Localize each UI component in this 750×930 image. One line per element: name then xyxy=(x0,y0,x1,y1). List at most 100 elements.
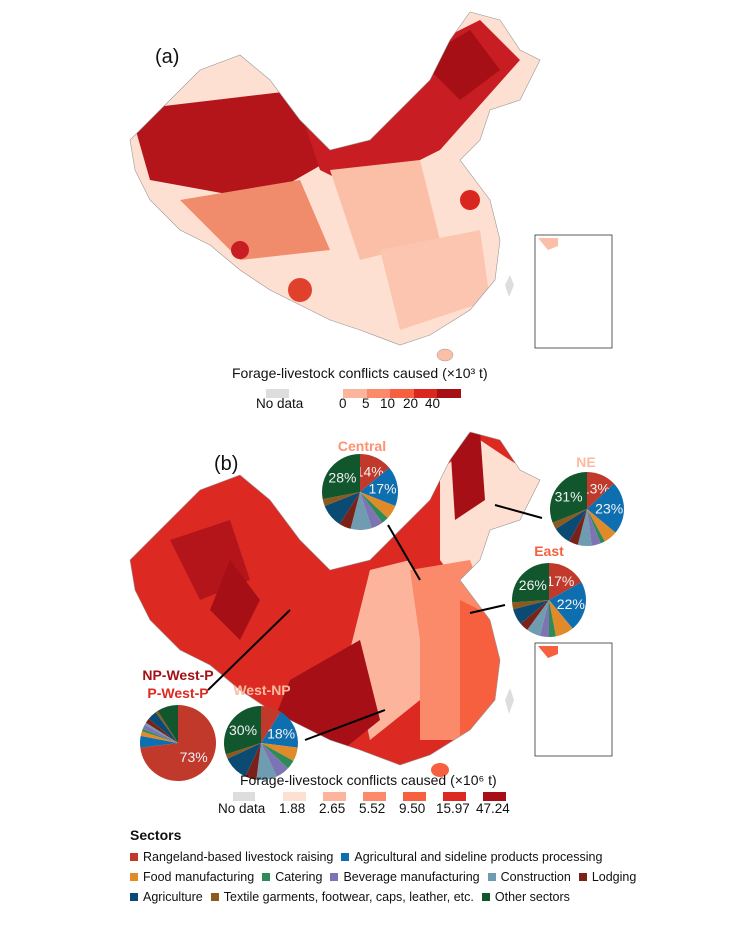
pie-slice xyxy=(549,600,556,637)
pie-slice xyxy=(360,492,388,523)
pie-slice xyxy=(520,600,549,630)
pie-central: 14%17% 28% xyxy=(322,454,398,530)
pie-slice-label: 22% xyxy=(557,596,585,612)
pie-slice xyxy=(587,509,605,544)
sector-legend-item: Textile garments, footwear, caps, leathe… xyxy=(210,890,474,904)
arrow-np-west-p xyxy=(207,609,291,691)
pie-slice xyxy=(261,711,299,748)
pie-slice-label: 26% xyxy=(519,577,547,593)
pie-slice xyxy=(550,472,587,523)
pie-title-west-np: West-NP xyxy=(233,682,291,698)
pie-slice xyxy=(360,492,396,519)
arrow-west-np xyxy=(304,709,386,741)
sector-swatch xyxy=(487,873,496,881)
pie-slice xyxy=(555,509,587,542)
pie-slice xyxy=(142,724,178,743)
pie-charts: 14%17%28%13%23%31%17%22%26%18%30%73% xyxy=(140,454,624,781)
panel-b-label: (b) xyxy=(214,453,239,475)
pie-slice xyxy=(155,710,178,743)
pie-slice xyxy=(360,492,383,529)
arrows xyxy=(207,504,543,741)
pie-slice xyxy=(245,743,261,780)
pie-slice xyxy=(539,600,549,637)
sector-legend-item: Agricultural and sideline products proce… xyxy=(341,850,602,864)
pie-slice-label: 28% xyxy=(328,469,356,485)
pie-slice-label: 17% xyxy=(369,480,397,496)
legend-b-swatch xyxy=(323,792,346,801)
sector-label: Other sectors xyxy=(494,890,570,904)
legend-a-color-step xyxy=(413,389,437,398)
sector-swatch xyxy=(130,873,138,881)
sectors-legend-title: Sectors xyxy=(130,827,182,843)
pie-west-np: 18% 30% xyxy=(224,706,299,780)
legend-a-tick: 0 xyxy=(339,396,347,411)
legend-b-class-label: 15.97 xyxy=(436,801,470,816)
legend-b-swatch xyxy=(443,792,466,801)
legend-b-class-label: 2.65 xyxy=(319,801,346,816)
legend-b-class-label: 9.50 xyxy=(399,801,426,816)
sector-label: Textile garments, footwear, caps, leathe… xyxy=(223,890,474,904)
sector-swatch xyxy=(341,853,350,861)
legend-a-nodata-label: No data xyxy=(256,396,304,411)
pie-slice xyxy=(225,743,261,759)
legend-a-tick: 5 xyxy=(362,396,370,411)
pie-slice-label: 14% xyxy=(356,463,384,479)
pie-slice xyxy=(513,600,549,624)
sector-label: Lodging xyxy=(591,870,637,884)
pie-slice xyxy=(549,563,582,600)
legend-b-nodata-swatch xyxy=(233,792,255,801)
sector-label: Catering xyxy=(275,870,323,884)
pie-slice xyxy=(552,509,587,529)
legend-a-nodata-swatch xyxy=(266,389,289,398)
pie-title-p-west-p: P-West-P xyxy=(147,685,209,701)
pie-slice xyxy=(261,706,281,743)
sector-swatch xyxy=(578,873,587,881)
sector-legend-item: Other sectors xyxy=(481,890,570,904)
pie-slice xyxy=(324,492,360,525)
pie-slice xyxy=(569,509,587,545)
pie-title-ne: NE xyxy=(576,454,596,470)
pie-slice xyxy=(527,600,549,636)
pie-slice xyxy=(549,582,586,629)
legend-b-class-label: 5.52 xyxy=(359,801,386,816)
sector-legend-item: Agriculture xyxy=(130,890,203,904)
legend-b-class-label: 1.88 xyxy=(279,801,306,816)
pie-slice xyxy=(587,509,616,542)
pie-slice xyxy=(549,600,573,637)
legend-b-class-label: 47.24 xyxy=(476,801,510,816)
legend-a-tick: 20 xyxy=(403,396,419,411)
sector-swatch xyxy=(130,893,138,901)
pie-title-central: Central xyxy=(337,438,387,454)
pie-slice-label: 13% xyxy=(582,481,610,497)
legend-b-swatch xyxy=(283,792,306,801)
pie-slice xyxy=(148,712,178,743)
pie-title-east: East xyxy=(534,543,564,559)
sector-label: Food manufacturing xyxy=(143,870,255,884)
legend-a-color-step xyxy=(437,389,461,398)
legend-b-swatch xyxy=(403,792,426,801)
arrow-ne xyxy=(494,504,543,519)
pie-title-np-west-p: NP-West-P xyxy=(142,667,214,683)
arrow-east xyxy=(469,604,506,614)
pie-slice xyxy=(157,705,178,743)
pie-slice xyxy=(227,743,261,777)
sector-swatch xyxy=(330,873,339,881)
inset-box-b xyxy=(534,642,613,757)
pie-slice-label: 31% xyxy=(555,489,583,505)
arrow-central xyxy=(387,524,421,581)
pie-slice xyxy=(577,509,592,546)
sectors-legend-row: Food manufacturing Catering Beverage manuf… xyxy=(130,870,644,884)
pie-slice xyxy=(512,600,549,610)
pie-slice xyxy=(587,472,614,509)
sectors-legend-row: Agriculture Textile garments, footwear, c… xyxy=(130,890,578,904)
pie-slice-label: 17% xyxy=(546,573,574,589)
pie-slice xyxy=(145,718,178,743)
pie-slice xyxy=(261,743,298,761)
sector-label: Beverage manufacturing xyxy=(343,870,480,884)
legend-a-tick: 10 xyxy=(380,396,396,411)
pie-slice xyxy=(261,743,288,777)
legend-b-title: Forage-livestock conflicts caused (×10⁶ … xyxy=(240,772,497,788)
legend-a-color-step xyxy=(343,389,367,398)
panel-a-label: (a) xyxy=(155,46,180,68)
